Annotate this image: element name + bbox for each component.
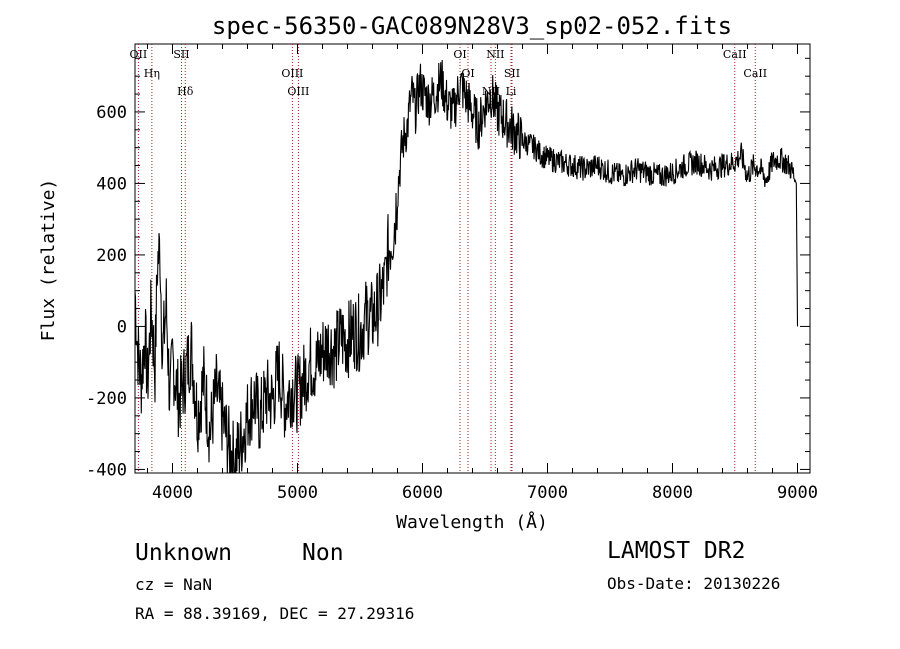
x-tick-label: 6000	[402, 483, 443, 503]
x-tick-label: 9000	[777, 483, 818, 503]
line-marker-label: SII	[173, 48, 189, 61]
line-marker-label: OI	[461, 67, 474, 80]
chart-title: spec-56350-GAC089N28V3_sp02-052.fits	[212, 12, 732, 40]
line-marker-label: OIII	[287, 85, 309, 98]
survey-label: LAMOST DR2	[607, 538, 745, 564]
y-tick-label: 200	[96, 246, 127, 266]
line-marker-label: CaII	[723, 48, 747, 61]
line-marker-label: CaII	[743, 67, 767, 80]
y-tick-label: 400	[96, 174, 127, 194]
coords-label: RA = 88.39169, DEC = 27.29316	[135, 604, 414, 623]
x-tick-label: 5000	[277, 483, 318, 503]
line-marker-label: SII	[504, 67, 520, 80]
line-marker-label: OII	[130, 48, 148, 61]
line-marker-label: Hδ	[177, 85, 194, 98]
line-marker-label: Hη	[144, 67, 160, 80]
y-tick-label: 600	[96, 103, 127, 123]
plot-frame	[134, 43, 811, 474]
line-marker-label: OIII	[281, 67, 303, 80]
y-tick-label: -400	[86, 460, 127, 480]
y-tick-label: -200	[86, 389, 127, 409]
x-tick-label: 8000	[652, 483, 693, 503]
emission-line-markers: OIIHηHδSIIOIIIOIIIOIOINIINIISIILiCaIICaI…	[130, 44, 767, 473]
line-marker-label: OI	[453, 48, 466, 61]
spectrum-line	[134, 59, 799, 474]
spectrum-series	[134, 59, 799, 474]
line-marker-label: NII	[486, 48, 504, 61]
plot-border	[134, 43, 811, 474]
cz-label: cz = NaN	[135, 575, 212, 594]
x-tick-label: 7000	[527, 483, 568, 503]
line-marker-label: Li	[506, 85, 517, 98]
axis-ticks: 4000 5000 6000 7000 8000 9000 -400 -200 0 200 400 6…	[86, 44, 818, 503]
x-axis-label: Wavelength (Å)	[396, 511, 548, 533]
y-tick-label: 0	[117, 317, 127, 337]
obs-date-label: Obs-Date: 20130226	[607, 574, 780, 593]
class-label: Unknown	[135, 540, 232, 566]
spectrum-info: Unknown Non cz = NaN RA = 88.39169, DEC …	[135, 538, 780, 623]
y-axis-label: Flux (relative)	[38, 179, 59, 342]
subclass-label: Non	[302, 540, 344, 566]
x-tick-label: 4000	[152, 483, 193, 503]
